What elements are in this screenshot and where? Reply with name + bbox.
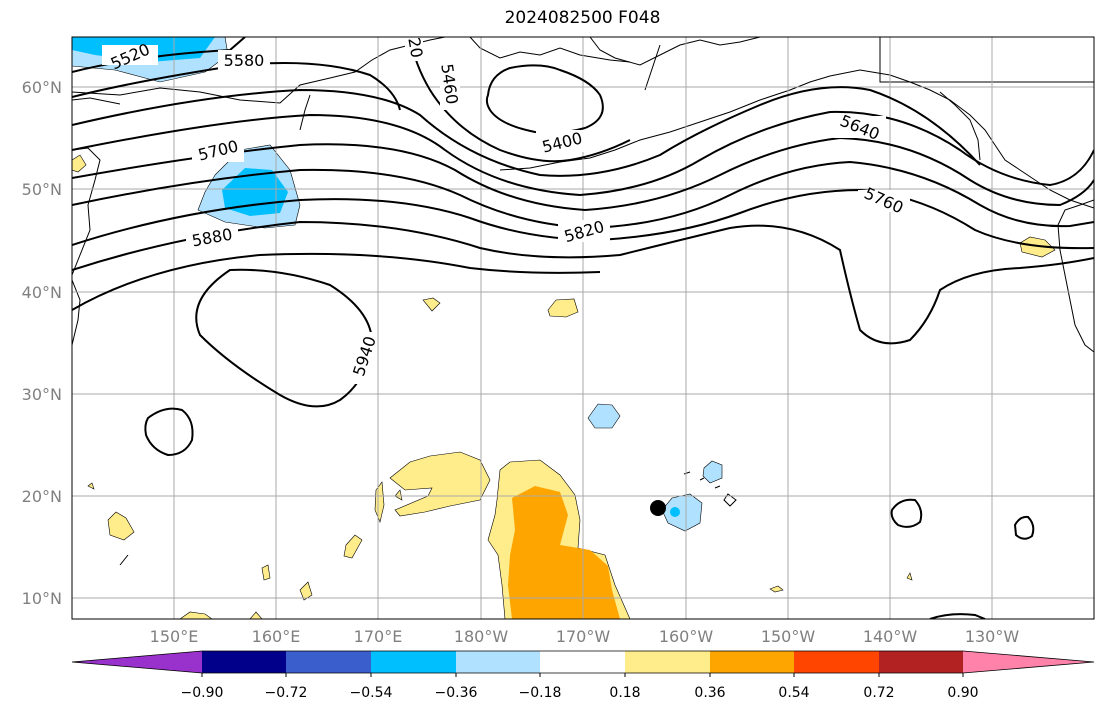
colorbar-segments	[71, 650, 1095, 674]
colorbar-label-m090: −0.90	[181, 685, 224, 701]
lat-label-40n: 40°N	[22, 283, 62, 302]
colorbar-segment	[72, 651, 202, 673]
colorbar-segment	[286, 651, 371, 673]
lat-labels: 60°N 50°N 40°N 30°N 20°N 10°N	[22, 78, 62, 608]
height-contours	[72, 37, 1094, 619]
lon-label-170e: 170°E	[354, 627, 403, 646]
lon-label-150w: 150°W	[761, 627, 816, 646]
lon-label-150e: 150°E	[150, 627, 199, 646]
lon-label-160w: 160°W	[659, 627, 714, 646]
colorbar-label-m018: −0.18	[519, 685, 562, 701]
colorbar-label-018: 0.18	[609, 685, 640, 701]
colorbar-segment	[879, 651, 963, 673]
colorbar-label-m072: −0.72	[265, 685, 308, 701]
lat-label-30n: 30°N	[22, 385, 62, 404]
colorbar-segment	[963, 651, 1094, 673]
colorbar-segment	[540, 651, 625, 673]
colorbar-label-054: 0.54	[778, 685, 809, 701]
colorbar-label-036: 0.36	[694, 685, 725, 701]
lon-labels: 150°E 160°E 170°E 180°W 170°W 160°W 150°…	[150, 627, 1020, 646]
colorbar-segment	[794, 651, 879, 673]
lat-label-50n: 50°N	[22, 180, 62, 199]
colorbar-segment	[625, 651, 710, 673]
lon-label-160e: 160°E	[252, 627, 301, 646]
lon-label-140w: 140°W	[863, 627, 918, 646]
lon-label-130w: 130°W	[965, 627, 1020, 646]
colorbar-segment	[202, 651, 286, 673]
plot-frame	[71, 36, 1095, 620]
colorbar-label-090: 0.90	[947, 685, 978, 701]
colorbar-label-m036: −0.36	[435, 685, 478, 701]
contour-label-20: 20	[404, 36, 426, 59]
lat-label-60n: 60°N	[22, 78, 62, 97]
lat-label-20n: 20°N	[22, 487, 62, 506]
map-title: 2024082500 F048	[504, 8, 661, 28]
colorbar-ticks	[201, 673, 964, 677]
lon-label-170w: 170°W	[556, 627, 611, 646]
contour-label-5580: 5580	[224, 51, 265, 70]
colorbar-label-072: 0.72	[863, 685, 894, 701]
colorbar: −0.90 −0.72 −0.54 −0.36 −0.18 0.18 0.36 …	[71, 650, 1095, 701]
colorbar-segment	[371, 651, 456, 673]
plot-area: 5520 5580 5460 20 5400 5700 5640 5760 58…	[72, 36, 1094, 619]
location-marker	[650, 500, 666, 516]
colorbar-segment	[456, 651, 540, 673]
colorbar-label-m054: −0.54	[350, 685, 393, 701]
colorbar-segment	[710, 651, 794, 673]
lat-label-10n: 10°N	[22, 589, 62, 608]
lon-label-180w: 180°W	[454, 627, 509, 646]
